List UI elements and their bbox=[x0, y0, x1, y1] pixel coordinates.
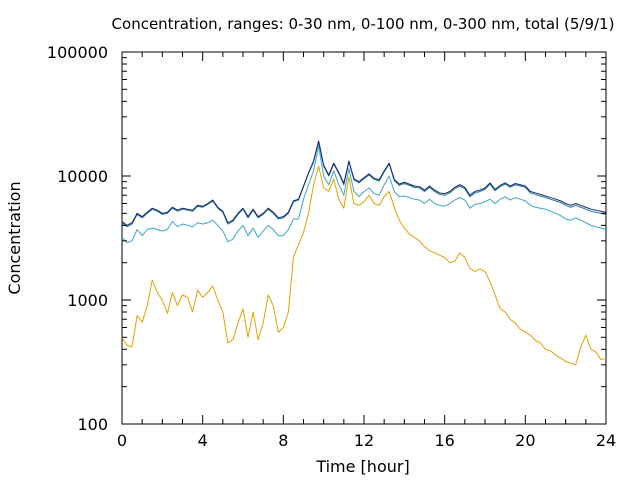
plot-frame bbox=[121, 51, 607, 425]
series-line-1 bbox=[121, 165, 607, 366]
x-axis-label: Time [hour] bbox=[315, 457, 409, 476]
x-tick-label: 12 bbox=[354, 431, 374, 450]
series-line-3 bbox=[121, 140, 607, 228]
chart-title: Concentration, ranges: 0-30 nm, 0-100 nm… bbox=[112, 15, 615, 33]
y-tick-label: 100 bbox=[77, 415, 108, 434]
x-tick-label: 4 bbox=[198, 431, 208, 450]
plot-border bbox=[121, 51, 607, 425]
series-group bbox=[121, 140, 607, 366]
x-tick-label: 20 bbox=[515, 431, 535, 450]
x-tick-label: 0 bbox=[117, 431, 127, 450]
x-tick-label: 24 bbox=[596, 431, 616, 450]
x-tick-label: 8 bbox=[278, 431, 288, 450]
y-tick-label: 1000 bbox=[67, 291, 108, 310]
y-tick-label: 10000 bbox=[57, 167, 108, 186]
x-tick-label: 16 bbox=[434, 431, 454, 450]
series-line-4 bbox=[121, 140, 607, 226]
series-line-2 bbox=[121, 145, 607, 244]
y-axis-label: Concentration bbox=[5, 181, 24, 294]
ticks-group: 0 4 8 12 16 20 24 100 1000 10000 100000 bbox=[47, 43, 616, 450]
y-tick-label: 100000 bbox=[47, 43, 108, 62]
